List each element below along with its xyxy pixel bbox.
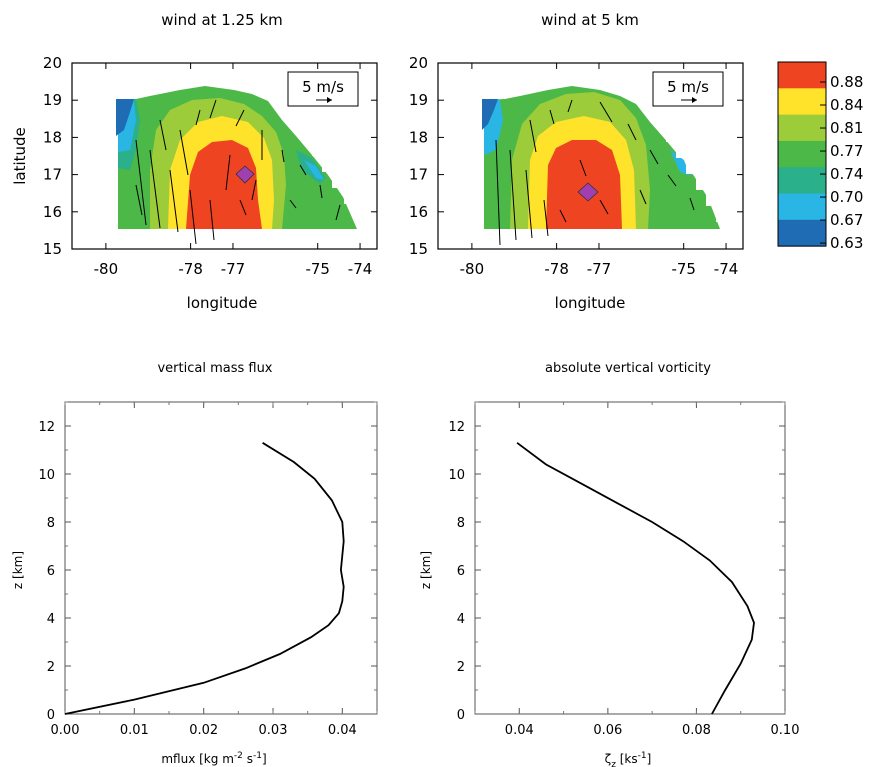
colorbar-label-1: 0.84 (830, 96, 863, 114)
map2-region-blue (482, 99, 498, 130)
map1-axis-ticks: -80 -78 -77 -75 -74 15 16 17 18 19 20 (43, 54, 377, 278)
map1-center-marker (235, 165, 255, 184)
plot2-ytick-label-0: 0 (457, 708, 465, 723)
plot1-xtick-label-2: 0.02 (189, 723, 218, 738)
plot2-ytick-label-1: 2 (457, 660, 465, 675)
plot1-xtick-label-1: 0.01 (120, 723, 149, 738)
map2-reference-label: 5 m/s (667, 78, 709, 96)
colorbar-swatch-3 (778, 140, 826, 168)
map2-center-marker (577, 182, 599, 202)
map1-ytick-label-4: 19 (43, 91, 62, 109)
map2-ytick-label-5: 20 (409, 54, 428, 72)
plot2-title: absolute vertical vorticity (545, 361, 711, 376)
plot1-ytick-label-0: 0 (47, 708, 55, 723)
plot2-ytick-label-5: 10 (448, 468, 465, 483)
map2-xtick-label-0: -80 (460, 260, 485, 278)
vorticity-panel: absolute vertical vorticity 0.04 0.06 0.08… (419, 361, 799, 767)
map2-wind-vectors (495, 99, 695, 246)
plot1-xtick-label-4: 0.04 (328, 723, 357, 738)
map2-xlabel: longitude (555, 294, 626, 312)
map2-xtick-label-4: -74 (714, 260, 739, 278)
plot2-ylabel: z [km] (419, 551, 433, 589)
colorbar-label-0: 0.88 (830, 73, 863, 91)
colorbar-label-6: 0.67 (830, 211, 863, 229)
plot2-xtick-label-3: 0.10 (771, 723, 800, 738)
plot1-ytick-label-3: 6 (47, 564, 55, 579)
map1-reference-label: 5 m/s (302, 78, 344, 96)
plot2-ytick-label-3: 6 (457, 564, 465, 579)
colorbar-label-5: 0.70 (830, 188, 863, 206)
map1-ytick-label-0: 15 (43, 240, 62, 258)
colorbar-swatch-6 (778, 219, 826, 247)
map2-ytick-label-4: 19 (409, 91, 428, 109)
map1-ytick-label-1: 16 (43, 203, 62, 221)
map1-xtick-label-1: -78 (178, 260, 203, 278)
plot1-ytick-label-4: 8 (47, 516, 55, 531)
colorbar-swatch-1 (778, 88, 826, 116)
map1-ytick-label-2: 17 (43, 166, 62, 184)
map2-ytick-label-0: 15 (409, 240, 428, 258)
colorbar-label-3: 0.77 (830, 142, 863, 160)
map2-ytick-label-2: 17 (409, 166, 428, 184)
map2-ytick-label-1: 16 (409, 203, 428, 221)
map1-title: wind at 1.25 km (161, 11, 283, 29)
plot2-frame (474, 401, 786, 715)
plot2-ytick-label-2: 4 (457, 612, 465, 627)
map1-region-blue (116, 99, 134, 136)
map1-xtick-label-2: -77 (221, 260, 246, 278)
map1-frame (71, 62, 378, 250)
colorbar-label-2: 0.81 (830, 119, 863, 137)
plot2-axis-ticks: 0.04 0.06 0.08 0.10 0 2 4 6 8 10 12 (448, 401, 800, 738)
map2-xtick-label-2: -77 (587, 260, 612, 278)
plot2-xtick-label-1: 0.06 (593, 723, 622, 738)
colorbar: 0.88 0.84 0.81 0.77 0.74 0.70 0.67 0.63 (777, 61, 863, 252)
plot1-frame (64, 401, 378, 715)
plot1-ytick-label-2: 4 (47, 612, 55, 627)
plot1-ytick-label-5: 10 (38, 468, 55, 483)
map2-reference-vector-box: 5 m/s (652, 71, 724, 107)
map1-ytick-label-3: 18 (43, 128, 62, 146)
plot2-ytick-label-6: 12 (448, 420, 465, 435)
map1-xtick-label-3: -75 (305, 260, 330, 278)
map2-frame (437, 62, 744, 250)
map2-xtick-label-3: -75 (671, 260, 696, 278)
plot1-xlabel: mflux [kg m-2 s-1] (161, 751, 266, 766)
plot2-ytick-label-4: 8 (457, 516, 465, 531)
map2-axis-ticks: -80 -78 -77 -75 -74 15 16 17 18 19 20 (409, 54, 743, 278)
plot1-ylabel: z [km] (11, 551, 25, 589)
map1-reference-vector-box: 5 m/s (287, 71, 359, 107)
colorbar-swatch-5 (778, 193, 826, 221)
mass-flux-panel: vertical mass flux 0.00 0.01 0.02 0.03 0.040… (11, 361, 378, 766)
plot1-xtick-label-3: 0.03 (259, 723, 288, 738)
map1-ytick-label-5: 20 (43, 54, 62, 72)
map2-ytick-label-3: 18 (409, 128, 428, 146)
plot2-xtick-label-2: 0.08 (682, 723, 711, 738)
colorbar-label-4: 0.74 (830, 165, 863, 183)
colorbar-swatch-4 (778, 167, 826, 194)
colorbar-swatch-2 (778, 114, 826, 142)
plot1-ytick-label-1: 2 (47, 660, 55, 675)
map2-xtick-label-1: -78 (544, 260, 569, 278)
map1-wind-vectors (135, 99, 341, 245)
map-panel-5km: wind at 5 km 5 m/s -80 -7 (409, 11, 744, 312)
plot2-xlabel: ζz [ks-1] (605, 751, 652, 767)
map1-ylabel: latitude (11, 127, 29, 185)
map2-title: wind at 5 km (541, 11, 639, 29)
colorbar-label-7: 0.63 (830, 234, 863, 252)
map1-xtick-label-4: -74 (348, 260, 373, 278)
map1-xtick-label-0: -80 (94, 260, 119, 278)
vorticity-series-line (516, 442, 755, 715)
mass-flux-series-line (64, 442, 345, 715)
plot1-title: vertical mass flux (157, 361, 272, 376)
plot1-ytick-label-6: 12 (38, 420, 55, 435)
plot1-xtick-label-0: 0.00 (51, 723, 80, 738)
plot1-axis-ticks: 0.00 0.01 0.02 0.03 0.04 0 2 4 6 8 10 12 (38, 401, 378, 738)
plot2-xtick-label-0: 0.04 (505, 723, 534, 738)
colorbar-frame (777, 61, 827, 247)
colorbar-swatch-0 (778, 62, 826, 89)
map-panel-1-25km: wind at 1.25 km 5 m/s (11, 11, 378, 312)
map1-xlabel: longitude (187, 294, 258, 312)
map2-region-red (546, 140, 622, 229)
